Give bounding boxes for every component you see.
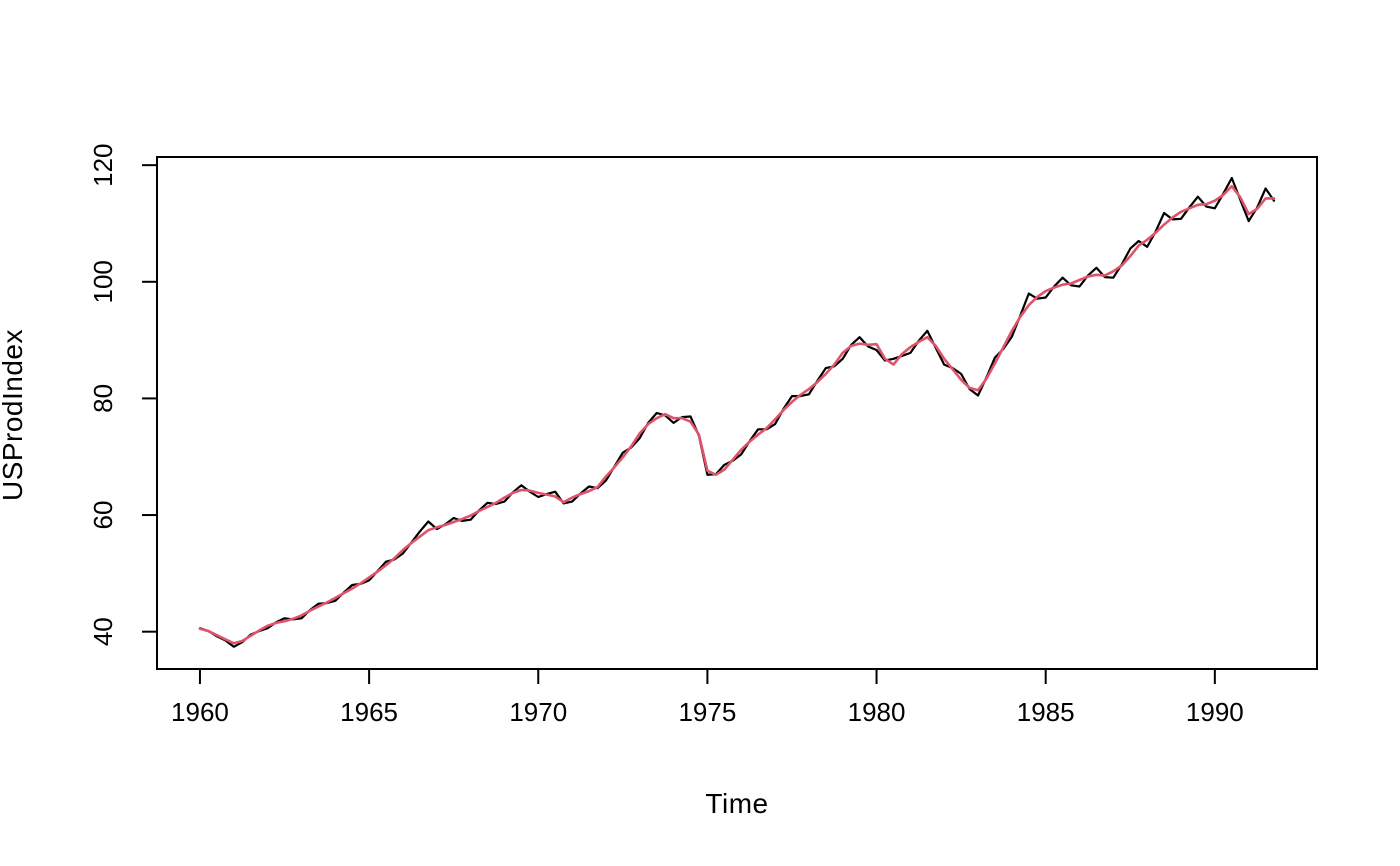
y-tick-label: 40: [88, 617, 118, 646]
y-tick-label: 120: [88, 143, 118, 186]
x-tick-label: 1980: [848, 697, 906, 727]
y-tick-label: 60: [88, 501, 118, 530]
x-tick-label: 1975: [678, 697, 736, 727]
x-tick-label: 1960: [171, 697, 229, 727]
y-tick-label: 80: [88, 384, 118, 413]
x-tick-label: 1965: [340, 697, 398, 727]
series-line-adjusted-red: [198, 184, 1276, 645]
series-line-unadjusted-black: [198, 176, 1276, 648]
x-axis-title: Time: [705, 788, 769, 819]
y-axis-title: USProdIndex: [0, 328, 28, 502]
plot-frame: [156, 156, 1318, 670]
x-tick-label: 1985: [1017, 697, 1075, 727]
x-tick-label: 1990: [1186, 697, 1244, 727]
y-tick-label: 100: [88, 260, 118, 303]
x-tick-label: 1970: [509, 697, 567, 727]
